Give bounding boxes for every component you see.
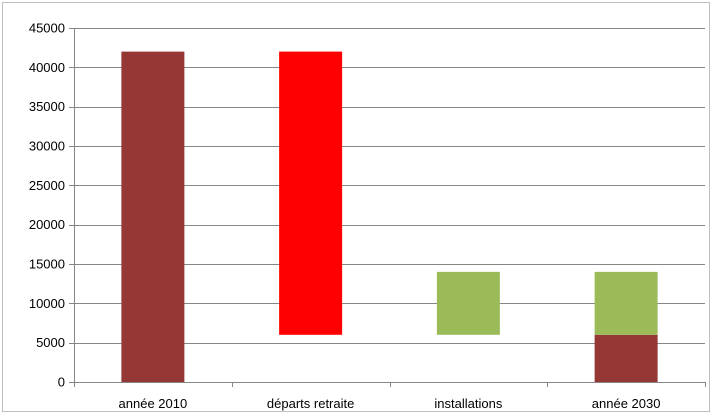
y-tick-label: 35000 xyxy=(29,99,65,114)
x-category-label: départs retraite xyxy=(267,396,354,411)
x-tick-labels: année 2010 départs retraite installations a… xyxy=(119,396,661,411)
bar xyxy=(436,271,500,335)
bar xyxy=(594,271,658,335)
y-tick-label: 30000 xyxy=(29,139,65,154)
y-tick-label: 25000 xyxy=(29,178,65,193)
x-category-label: année 2010 xyxy=(119,396,188,411)
axes xyxy=(74,28,706,387)
y-tick-label: 20000 xyxy=(29,217,65,232)
y-tick-label: 15000 xyxy=(29,257,65,272)
y-tick-label: 10000 xyxy=(29,296,65,311)
y-tick-label: 5000 xyxy=(36,335,65,350)
bar xyxy=(594,334,658,382)
bar xyxy=(279,51,343,335)
x-category-label: installations xyxy=(434,396,502,411)
y-tick-label: 40000 xyxy=(29,60,65,75)
x-category-label: année 2030 xyxy=(592,396,661,411)
bar-group xyxy=(121,51,658,382)
y-tick-labels: 0 5000 10000 15000 20000 25000 30000 35000 40000… xyxy=(29,21,74,390)
bar xyxy=(121,51,185,382)
y-tick-label: 0 xyxy=(58,375,65,390)
y-tick-label: 45000 xyxy=(29,21,65,36)
